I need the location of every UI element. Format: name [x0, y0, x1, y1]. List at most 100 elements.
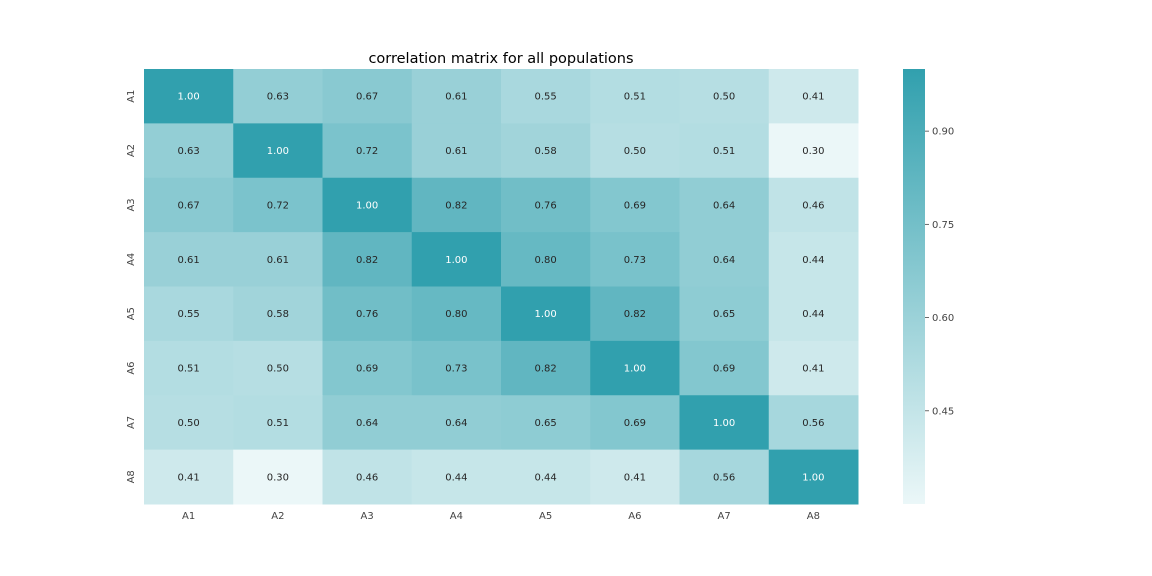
heatmap-cell: [144, 395, 234, 451]
heatmap-cell: [322, 340, 413, 396]
heatmap-cell: [322, 177, 413, 233]
colorbar-gradient: [903, 69, 925, 504]
colorbar: 0.45 0.60 0.75 0.90: [903, 69, 954, 504]
colorbar-tick-label: 0.75: [932, 220, 954, 231]
heatmap-cell-value: 0.44: [445, 472, 467, 483]
x-tick-label: A2: [271, 511, 284, 522]
heatmap-cell-value: 0.56: [802, 418, 824, 429]
heatmap-cell-value: 0.58: [534, 146, 556, 157]
heatmap-cell: [590, 123, 680, 179]
y-tick-label: A7: [126, 416, 137, 429]
heatmap-cell-value: 0.67: [356, 92, 378, 103]
heatmap-cell: [590, 395, 680, 451]
heatmap-cell: [233, 232, 323, 287]
heatmap-cell-value: 0.61: [445, 146, 467, 157]
heatmap-cell: [501, 177, 591, 233]
heatmap-cell: [768, 69, 859, 124]
y-tick-label: A3: [126, 198, 137, 211]
heatmap-cell: [768, 123, 859, 179]
heatmap-cell: [233, 395, 323, 451]
heatmap-cell-value: 0.44: [534, 472, 556, 483]
colorbar-tick-label: 0.45: [932, 406, 954, 417]
heatmap-cell-value: 1.00: [713, 418, 735, 429]
heatmap-cell-value: 0.80: [445, 309, 467, 320]
heatmap-cell: [679, 123, 770, 179]
heatmap-cell-value: 0.30: [267, 472, 289, 483]
heatmap-cell-value: 0.46: [356, 472, 378, 483]
heatmap-cell: [144, 177, 234, 233]
y-tick-label: A5: [126, 307, 137, 320]
heatmap-cell-value: 0.56: [713, 472, 735, 483]
heatmap-cell-value: 0.44: [802, 255, 824, 266]
heatmap-cell: [501, 449, 591, 505]
heatmap-cell-value: 1.00: [802, 472, 824, 483]
heatmap-cell: [679, 340, 770, 396]
heatmap-cell: [590, 177, 680, 233]
heatmap-cell-value: 0.61: [267, 255, 289, 266]
heatmap-cell: [590, 340, 680, 396]
heatmap-cell-value: 0.80: [534, 255, 556, 266]
heatmap-cell-value: 0.69: [624, 418, 646, 429]
x-tick-label: A4: [450, 511, 463, 522]
heatmap-cell-value: 0.61: [177, 255, 199, 266]
heatmap-cell-value: 0.51: [267, 418, 289, 429]
heatmap-cell-value: 0.64: [356, 418, 378, 429]
chart-title: correlation matrix for all populations: [368, 51, 633, 67]
heatmap-cell-value: 0.63: [267, 92, 289, 103]
x-tick-label: A3: [361, 511, 374, 522]
x-axis-ticks: A1 A2 A3 A4 A5 A6 A7 A8: [182, 511, 820, 522]
x-tick-label: A7: [718, 511, 731, 522]
heatmap-cell: [144, 232, 234, 287]
heatmap-cell-value: 1.00: [177, 92, 199, 103]
heatmap-cell: [411, 69, 502, 124]
heatmap-cell-value: 0.69: [624, 200, 646, 211]
heatmap-cell: [411, 449, 502, 505]
heatmap-cell: [233, 69, 323, 124]
heatmap-cell-value: 0.55: [177, 309, 199, 320]
heatmap-cell: [679, 69, 770, 124]
heatmap-cell: [144, 69, 234, 124]
heatmap-cell: [322, 449, 413, 505]
heatmap-cell-value: 0.50: [267, 364, 289, 375]
heatmap-cell: [590, 449, 680, 505]
heatmap-cell-value: 0.73: [445, 364, 467, 375]
heatmap-cell: [501, 69, 591, 124]
heatmap-cell: [768, 449, 859, 505]
heatmap-cell: [411, 177, 502, 233]
heatmap-cell-value: 0.41: [802, 92, 824, 103]
heatmap-cell: [233, 286, 323, 342]
y-tick-label: A1: [126, 90, 137, 103]
heatmap-cell-value: 0.41: [624, 472, 646, 483]
heatmap-cell-value: 1.00: [356, 200, 378, 211]
heatmap-cell-value: 0.51: [713, 146, 735, 157]
heatmap-cell: [411, 123, 502, 179]
heatmap-cell: [679, 286, 770, 342]
heatmap-cell-value: 0.82: [624, 309, 646, 320]
heatmap-cell: [233, 177, 323, 233]
heatmap-cell: [768, 286, 859, 342]
heatmap-cell-value: 0.76: [356, 309, 378, 320]
heatmap-cell: [144, 340, 234, 396]
heatmap-cell-value: 1.00: [624, 364, 646, 375]
heatmap-cell: [679, 449, 770, 505]
heatmap-cell-value: 0.67: [177, 200, 199, 211]
heatmap-cell: [501, 286, 591, 342]
heatmap-cell-value: 0.30: [802, 146, 824, 157]
heatmap-cell-value: 0.69: [713, 364, 735, 375]
heatmap-cell-value: 0.64: [713, 200, 735, 211]
heatmap-cells: 1.00 0.63 0.67 0.61 0.55 0.51 0.50 0.41 0.63 1.00…: [144, 69, 859, 505]
heatmap-cell: [501, 340, 591, 396]
heatmap-cell-value: 0.50: [624, 146, 646, 157]
heatmap-cell: [411, 395, 502, 451]
heatmap-cell-value: 0.72: [356, 146, 378, 157]
heatmap-cell-value: 0.41: [802, 364, 824, 375]
heatmap-cell-value: 0.69: [356, 364, 378, 375]
heatmap-cell-value: 0.64: [445, 418, 467, 429]
y-tick-label: A2: [126, 144, 137, 157]
heatmap-cell: [679, 177, 770, 233]
heatmap-cell-value: 0.55: [534, 92, 556, 103]
colorbar-tick-label: 0.60: [932, 313, 954, 324]
heatmap-cell-value: 0.65: [713, 309, 735, 320]
heatmap-cell: [768, 177, 859, 233]
